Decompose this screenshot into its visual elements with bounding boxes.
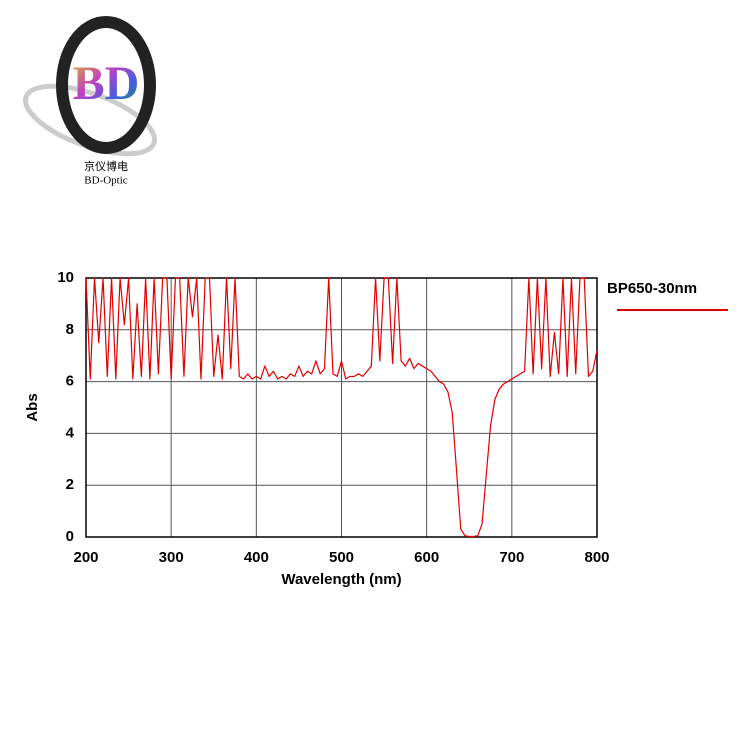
y-axis-label: Abs [24,393,41,421]
logo-mark: BD [73,57,140,110]
y-tick-label: 6 [66,373,74,390]
logo-name-cn: 京仪博电 [84,159,128,173]
x-axis-label: Wavelength (nm) [281,571,401,588]
plot-frame [85,277,598,538]
y-tick-label: 8 [66,321,74,338]
x-tick-label: 700 [499,549,524,566]
x-tick-label: 300 [159,549,184,566]
y-tick-label: 2 [66,476,74,493]
y-tick-label: 4 [66,424,75,441]
y-tick-label: 0 [66,528,74,545]
logo-o [56,16,156,154]
y-tick-label: 10 [57,269,74,286]
x-tick-label: 500 [329,549,354,566]
x-tick-label: 800 [584,549,609,566]
x-tick-label: 600 [414,549,439,566]
x-tick-label: 200 [73,549,98,566]
logo-name-en: BD-Optic [84,175,128,187]
logo: BD 京仪博电 BD-Optic [22,16,158,187]
data-line [85,277,598,538]
legend-label: BP650-30nm [607,280,697,297]
x-tick-label: 400 [244,549,269,566]
chart: 0 2 4 6 8 10 200 300 400 500 600 700 800 Wavelength (… [24,269,728,588]
